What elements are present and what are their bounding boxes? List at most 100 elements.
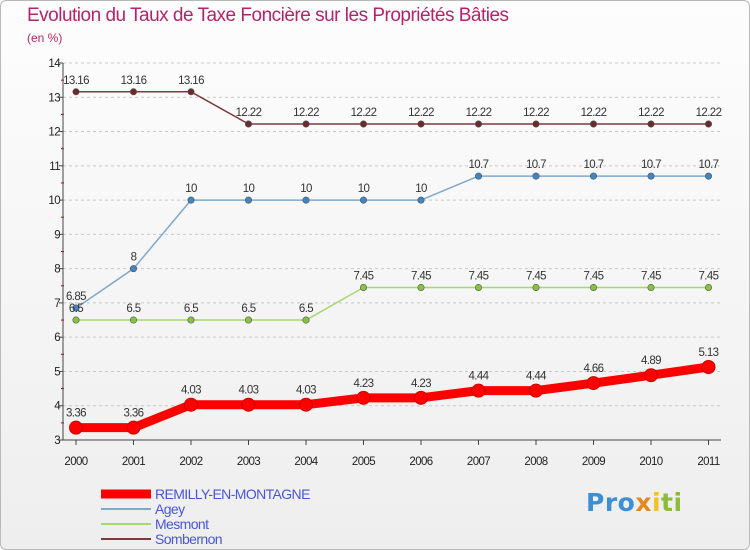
data-label: 12.22 xyxy=(696,107,722,119)
data-point xyxy=(417,120,425,128)
y-tick-label: 13 xyxy=(48,92,60,104)
data-label: 10 xyxy=(185,183,197,195)
data-point xyxy=(704,120,712,128)
data-label: 3.36 xyxy=(124,408,144,420)
y-tick-label: 9 xyxy=(54,229,60,241)
data-label: 6.5 xyxy=(126,303,140,315)
data-label: 4.89 xyxy=(641,355,661,367)
x-tick-label: 2009 xyxy=(582,456,605,468)
data-label: 7.45 xyxy=(526,270,546,282)
data-point xyxy=(359,196,367,204)
series-remilly-en-montagne: 3.36 3.36 4.03 4.03 4.03 4.23 4.23 4.44 4.44 4.66… xyxy=(66,347,719,435)
data-label: 10.7 xyxy=(584,159,604,171)
data-label: 12.22 xyxy=(351,107,377,119)
series-agey: 6.85 8 10 10 10 10 10 10.7 10.7 10.7 10.7 10.7 xyxy=(66,159,719,312)
data-point xyxy=(647,172,655,180)
data-point xyxy=(130,265,138,273)
logo-part: Pro xyxy=(586,488,636,517)
data-point xyxy=(187,316,195,324)
data-label: 10 xyxy=(243,183,255,195)
x-tick-label: 2006 xyxy=(409,456,432,468)
data-point xyxy=(72,304,80,312)
x-tick-label: 2007 xyxy=(467,456,490,468)
y-tick-label: 6 xyxy=(54,332,60,344)
data-label: 7.45 xyxy=(469,270,489,282)
data-point xyxy=(356,390,371,405)
y-tick-label: 7 xyxy=(54,298,60,310)
data-point xyxy=(647,283,655,291)
data-label: 12.22 xyxy=(581,107,607,119)
data-point xyxy=(532,283,540,291)
data-label: 12.22 xyxy=(408,107,434,119)
data-label: 6.5 xyxy=(184,303,198,315)
data-label: 4.03 xyxy=(239,385,259,397)
data-label: 3.36 xyxy=(66,408,86,420)
data-point xyxy=(72,316,80,324)
data-point xyxy=(474,120,482,128)
y-tick-label: 11 xyxy=(49,161,60,173)
data-label: 13.16 xyxy=(178,75,204,87)
x-tick-label: 2005 xyxy=(352,456,375,468)
data-point xyxy=(417,196,425,204)
data-label: 7.45 xyxy=(699,270,719,282)
x-tick-label: 2011 xyxy=(697,456,720,468)
data-point xyxy=(187,196,195,204)
series-line xyxy=(71,362,713,433)
data-point xyxy=(529,383,543,398)
data-label: 4.44 xyxy=(526,371,547,383)
data-label: 7.45 xyxy=(354,270,374,282)
series-mesmont: 6.5 6.5 6.5 6.5 6.5 7.45 7.45 7.45 7.45 7.45 7.45 7… xyxy=(69,270,719,324)
data-label: 7.45 xyxy=(641,270,661,282)
logo-part: x xyxy=(635,488,652,517)
data-label: 12.22 xyxy=(523,107,549,119)
data-label: 7.45 xyxy=(584,270,604,282)
series-line xyxy=(75,91,710,125)
data-label: 10.7 xyxy=(641,159,661,171)
data-point xyxy=(299,397,313,412)
x-tick-label: 2000 xyxy=(64,456,87,468)
series-line xyxy=(75,175,710,309)
data-label: 6.5 xyxy=(241,303,255,315)
data-label: 12.22 xyxy=(638,107,664,119)
data-label: 12.22 xyxy=(466,107,492,119)
data-point xyxy=(245,120,253,128)
logo-part: ti xyxy=(661,488,683,517)
y-tick-label: 8 xyxy=(54,264,60,276)
data-point xyxy=(245,316,253,324)
data-label: 13.16 xyxy=(63,75,89,87)
data-label: 10 xyxy=(300,183,312,195)
logo-part: i xyxy=(651,488,662,517)
x-tick-label: 2003 xyxy=(237,456,260,468)
y-tick-label: 4 xyxy=(54,401,61,413)
data-point xyxy=(130,316,138,324)
data-point xyxy=(241,397,256,412)
gridlines xyxy=(63,62,721,441)
data-point xyxy=(589,283,597,291)
data-label: 10 xyxy=(415,183,427,195)
data-point xyxy=(302,196,310,204)
data-label: 10.7 xyxy=(469,159,489,171)
data-point xyxy=(586,376,601,391)
data-point xyxy=(647,120,655,128)
data-point xyxy=(126,420,141,435)
data-point xyxy=(532,120,540,128)
y-tick-label: 3 xyxy=(54,435,60,447)
data-label: 6.5 xyxy=(299,303,313,315)
data-label: 12.22 xyxy=(236,107,262,119)
unit-label: (en %) xyxy=(27,31,63,45)
data-label: 4.44 xyxy=(469,371,490,383)
data-label: 4.23 xyxy=(354,378,374,390)
data-label: 5.13 xyxy=(699,347,719,359)
x-tick-label: 2002 xyxy=(179,456,202,468)
data-point xyxy=(187,88,195,96)
data-point xyxy=(72,88,80,96)
data-point xyxy=(414,390,428,405)
data-label: 7.45 xyxy=(411,270,431,282)
data-label: 6.85 xyxy=(66,291,86,303)
data-label: 4.66 xyxy=(584,363,604,375)
data-point xyxy=(69,420,83,435)
data-label: 4.23 xyxy=(411,378,431,390)
data-label: 12.22 xyxy=(293,107,319,119)
data-point xyxy=(417,283,425,291)
